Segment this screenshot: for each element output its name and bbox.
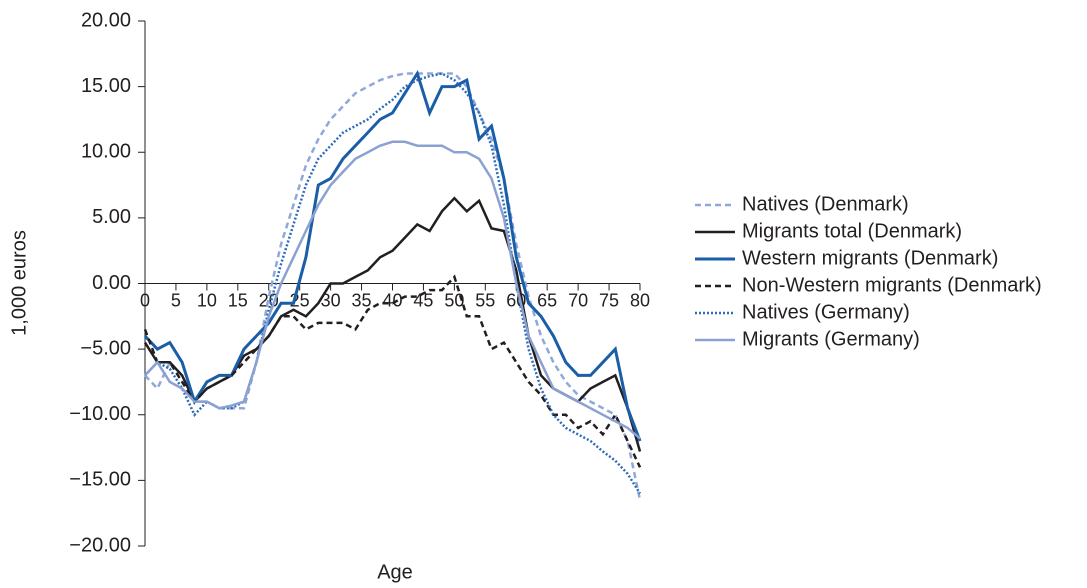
y-tick-label: 20.00 — [81, 9, 131, 31]
x-tick-label: 15 — [228, 290, 248, 310]
y-tick-label: −20.00 — [69, 534, 131, 556]
y-axis-title: 1,000 euros — [8, 230, 30, 336]
series-line — [144, 72, 642, 495]
x-tick-label: 50 — [444, 290, 464, 310]
x-tick-label: 80 — [630, 290, 650, 310]
x-tick-label: 70 — [568, 290, 588, 310]
x-tick-label: 35 — [352, 290, 372, 310]
x-tick-label: 5 — [171, 290, 181, 310]
x-tick-label: 0 — [140, 290, 150, 310]
legend-label: Migrants (Germany) — [742, 328, 920, 350]
y-tick-label: 0.00 — [92, 272, 131, 294]
x-tick-label: 25 — [290, 290, 310, 310]
y-tick-label: −15.00 — [69, 469, 131, 491]
series-line — [144, 72, 642, 501]
x-tick-label: 55 — [475, 290, 495, 310]
y-tick-label: 5.00 — [92, 206, 131, 228]
legend-label: Non-Western migrants (Denmark) — [742, 274, 1042, 296]
x-tick-label: 40 — [382, 290, 402, 310]
y-tick-label: −10.00 — [69, 403, 131, 425]
series-line — [144, 140, 641, 440]
x-tick-label: 30 — [321, 290, 341, 310]
y-tick-label: 10.00 — [81, 141, 131, 163]
x-tick-label: 10 — [197, 290, 217, 310]
legend-label: Migrants total (Denmark) — [742, 220, 962, 242]
legend-label: Western migrants (Denmark) — [742, 247, 998, 269]
y-tick-label: 15.00 — [81, 75, 131, 97]
x-tick-label: 65 — [537, 290, 557, 310]
x-axis-title: Age — [377, 561, 413, 583]
legend-label: Natives (Germany) — [742, 301, 910, 323]
series-line — [143, 196, 642, 452]
y-tick-label: −5.00 — [80, 337, 131, 359]
series-line — [143, 274, 642, 468]
legend-label: Natives (Denmark) — [742, 193, 909, 215]
series-line — [143, 69, 642, 442]
x-tick-label: 45 — [413, 290, 433, 310]
x-tick-label: 75 — [599, 290, 619, 310]
